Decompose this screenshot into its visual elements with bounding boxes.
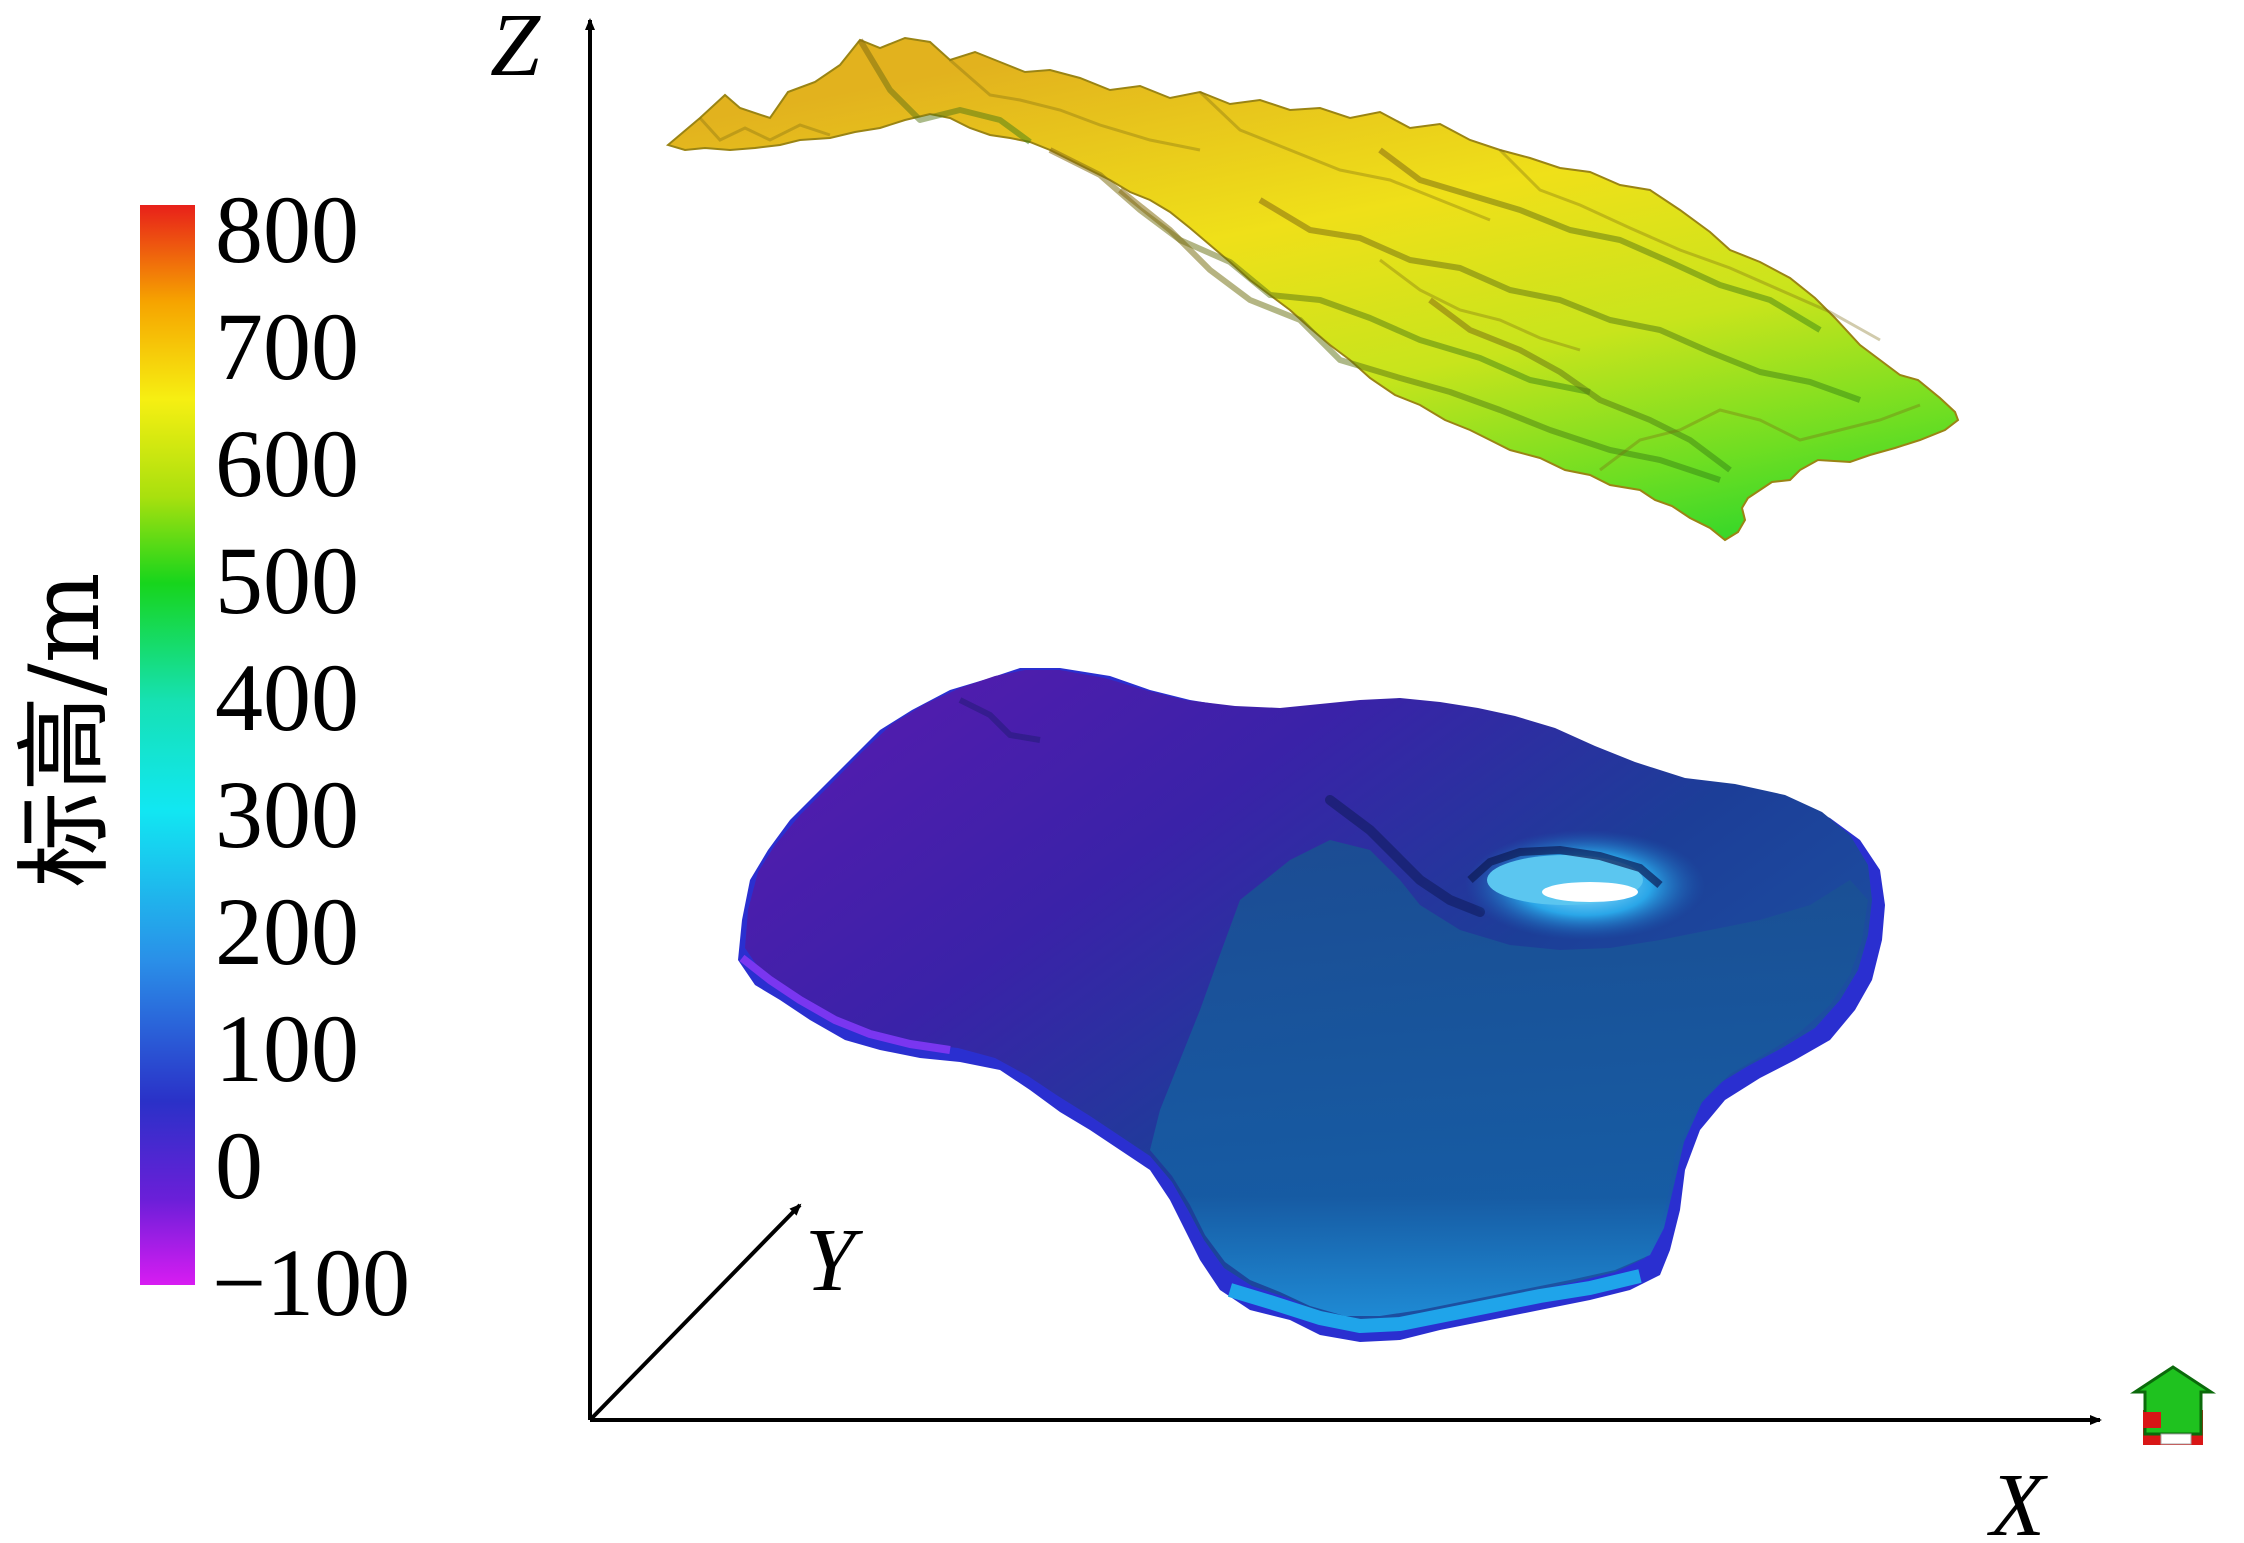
x-axis-label: X [1987, 1456, 2048, 1543]
legend-tick-label: 200 [215, 878, 359, 985]
legend-tick-label: 400 [215, 644, 359, 751]
legend-tick-label: 300 [215, 761, 359, 868]
y-axis-label: Y [805, 1211, 864, 1310]
legend-tick-label: −100 [212, 1229, 410, 1336]
legend-tick-label: 600 [215, 410, 359, 517]
z-axis-label: Z [490, 0, 541, 95]
legend-tick-label: 700 [215, 293, 359, 400]
legend-title: 标高/m [9, 572, 121, 887]
legend-color-bar [140, 205, 195, 1285]
orientation-cube-icon[interactable] [2129, 1365, 2217, 1445]
legend-tick-label: 800 [215, 176, 359, 283]
y-axis [588, 1203, 802, 1422]
legend-tick-label: 100 [215, 995, 359, 1102]
legend-tick-label: 500 [215, 527, 359, 634]
legend-tick-label: 0 [215, 1112, 263, 1219]
lower-basin-surface [738, 668, 1885, 1342]
upper-terrain-surface [665, 36, 1960, 542]
axes: Z X Y [490, 0, 2102, 1543]
